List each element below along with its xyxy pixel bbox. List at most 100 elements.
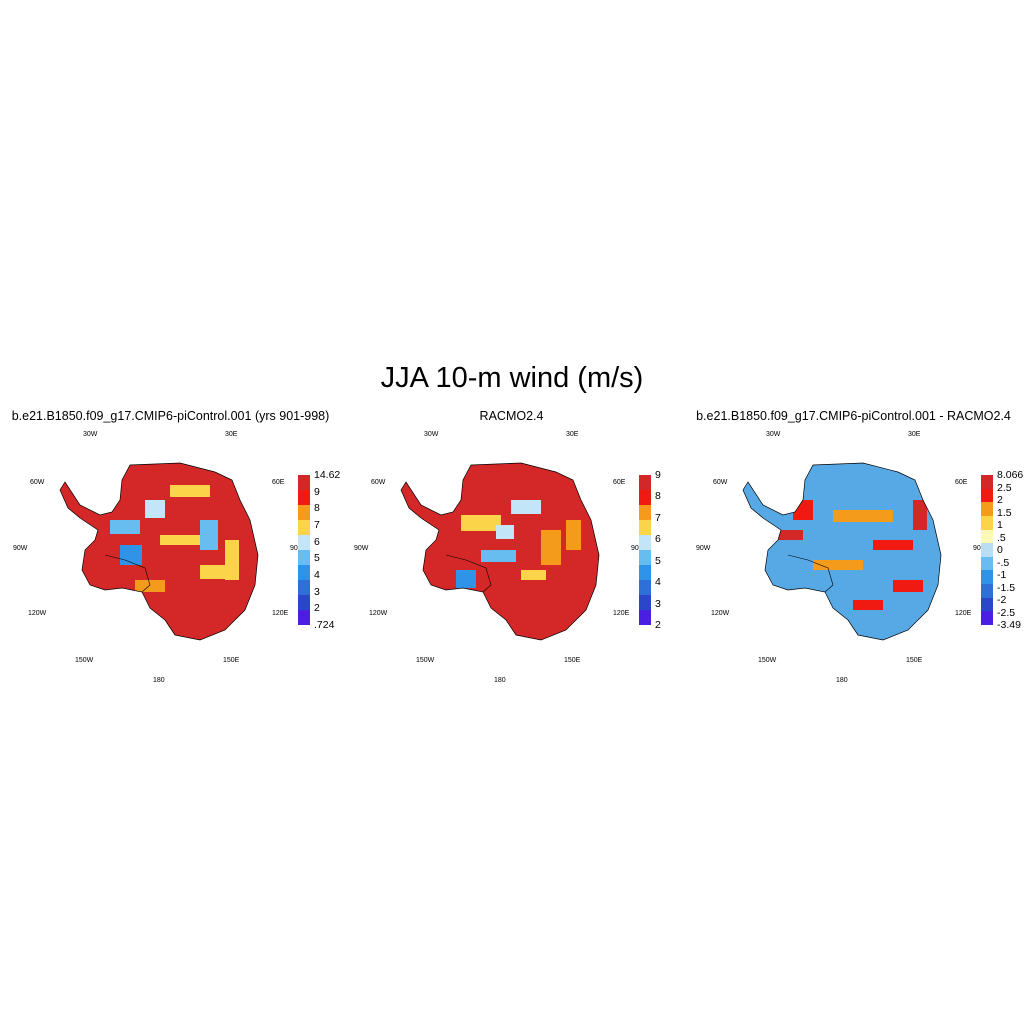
longitude-label-s180: 180 — [494, 677, 506, 684]
longitude-label-e60: 60E — [272, 479, 285, 486]
map-field-patches — [778, 500, 927, 610]
colorbar-label: 2 — [314, 602, 320, 615]
field-patch — [481, 550, 516, 562]
colorbar-label: -1.5 — [997, 581, 1016, 594]
field-patch — [145, 500, 165, 518]
figure-title: JJA 10-m wind (m/s) — [380, 362, 644, 394]
colorbar-label: -3.49 — [997, 619, 1021, 631]
colorbar-label: 6 — [655, 533, 661, 546]
panel-title: RACMO2.4 — [479, 409, 544, 423]
colorbar-label: 2.5 — [997, 481, 1012, 494]
colorbar-label: -2.5 — [997, 606, 1016, 619]
colorbar-label: .5 — [997, 531, 1006, 544]
longitude-label-e150: 150E — [564, 657, 581, 664]
colorbar-box — [981, 543, 993, 557]
colorbar-box — [298, 535, 310, 550]
field-patch — [813, 560, 863, 570]
longitude-label-e90: 90E — [290, 545, 303, 552]
longitude-label-e120: 120E — [613, 610, 630, 617]
colorbar-box — [639, 595, 651, 610]
field-patch — [496, 525, 514, 539]
field-patch — [120, 545, 142, 565]
colorbar-label: 2 — [997, 494, 1003, 506]
field-patch — [541, 530, 561, 565]
colorbar-box — [981, 502, 993, 516]
colorbar-label: 4 — [314, 569, 320, 581]
colorbar-box — [298, 580, 310, 595]
longitude-label-s180: 180 — [153, 677, 165, 684]
field-patch — [110, 520, 140, 534]
map-panel-obs: RACMO2.4 30W 30E 60W 60E 90W 90E 120W 120E 150W 15… — [341, 405, 682, 695]
colorbar-box — [981, 584, 993, 598]
colorbar-box — [298, 490, 310, 505]
coastline — [400, 462, 600, 641]
longitude-label-e90: 90E — [973, 545, 986, 552]
longitude-label-w90: 90W — [696, 545, 711, 552]
colorbar-label: 14.62 — [314, 469, 341, 481]
longitude-label-w30: 30W — [83, 431, 98, 438]
colorbar: -3.49 -2.5 -2 -1.5 -1 -.5 0.5 1 1.5 2 2.5 8.066 — [981, 469, 1023, 631]
colorbar-box — [639, 550, 651, 565]
colorbar-label: 5 — [314, 552, 320, 565]
map-field-patches — [456, 500, 581, 588]
colorbar-box — [298, 565, 310, 580]
longitude-label-w30: 30W — [424, 431, 439, 438]
longitude-label-w60: 60W — [30, 479, 45, 486]
coastline — [59, 462, 259, 641]
field-patch — [511, 500, 541, 514]
panel-title: b.e21.B1850.f09_g17.CMIP6-piControl.001 … — [11, 409, 330, 423]
field-patch — [566, 520, 581, 550]
map-panel-diff: b.e21.B1850.f09_g17.CMIP6-piControl.001 … — [683, 405, 1024, 695]
field-patch — [833, 510, 893, 522]
longitude-label-e30: 30E — [908, 431, 921, 438]
map-field-patches — [110, 485, 239, 592]
field-patch — [893, 580, 923, 592]
colorbar-label: 5 — [655, 554, 661, 567]
colorbar-label: 7 — [314, 519, 320, 531]
colorbar-box — [981, 475, 993, 489]
colorbar-box — [981, 556, 993, 571]
colorbar-box — [981, 515, 993, 530]
colorbar-box — [981, 597, 993, 612]
longitude-label-e60: 60E — [613, 479, 626, 486]
longitude-label-e90: 90E — [631, 545, 644, 552]
colorbar-label: 8 — [655, 490, 661, 503]
colorbar-label: 1 — [997, 519, 1003, 531]
colorbar-label: 8.066 — [997, 469, 1024, 481]
longitude-label-w120: 120W — [28, 610, 47, 617]
colorbar-label: 3 — [655, 597, 661, 610]
longitude-label-e60: 60E — [955, 479, 968, 486]
longitude-label-w60: 60W — [713, 479, 728, 486]
longitude-label-w150: 150W — [758, 657, 777, 664]
longitude-label-w120: 120W — [369, 610, 388, 617]
colorbar-box — [639, 505, 651, 520]
antarctica-map — [59, 462, 259, 641]
colorbar-label: 8 — [314, 502, 320, 515]
field-patch — [456, 570, 476, 588]
colorbar-box — [639, 535, 651, 550]
field-patch — [778, 530, 803, 540]
colorbar-label: 7 — [655, 511, 661, 524]
panel-title: b.e21.B1850.f09_g17.CMIP6-piControl.001 … — [696, 409, 1011, 423]
longitude-label-w60: 60W — [371, 479, 386, 486]
colorbar-box — [298, 610, 310, 625]
colorbar: .724 2 3 4 5 6 7 8 9 14.62 — [298, 469, 340, 631]
longitude-label-w90: 90W — [354, 545, 369, 552]
colorbar-box — [981, 529, 993, 544]
field-patch — [160, 535, 200, 545]
colorbar: 2 3 4 5 6 7 8 9 — [639, 469, 661, 631]
longitude-label-s180: 180 — [836, 677, 848, 684]
field-patch — [170, 485, 210, 497]
longitude-label-w150: 150W — [416, 657, 435, 664]
colorbar-box — [298, 475, 310, 490]
colorbar-label: 0 — [997, 544, 1003, 556]
colorbar-box — [639, 610, 651, 625]
longitude-label-w120: 120W — [711, 610, 730, 617]
field-patch — [225, 540, 239, 580]
colorbar-label: -1 — [997, 569, 1007, 581]
longitude-label-e30: 30E — [566, 431, 579, 438]
colorbar-label: 3 — [314, 585, 320, 598]
ice-shelf-line — [104, 554, 151, 593]
colorbar-label: -.5 — [997, 556, 1010, 569]
